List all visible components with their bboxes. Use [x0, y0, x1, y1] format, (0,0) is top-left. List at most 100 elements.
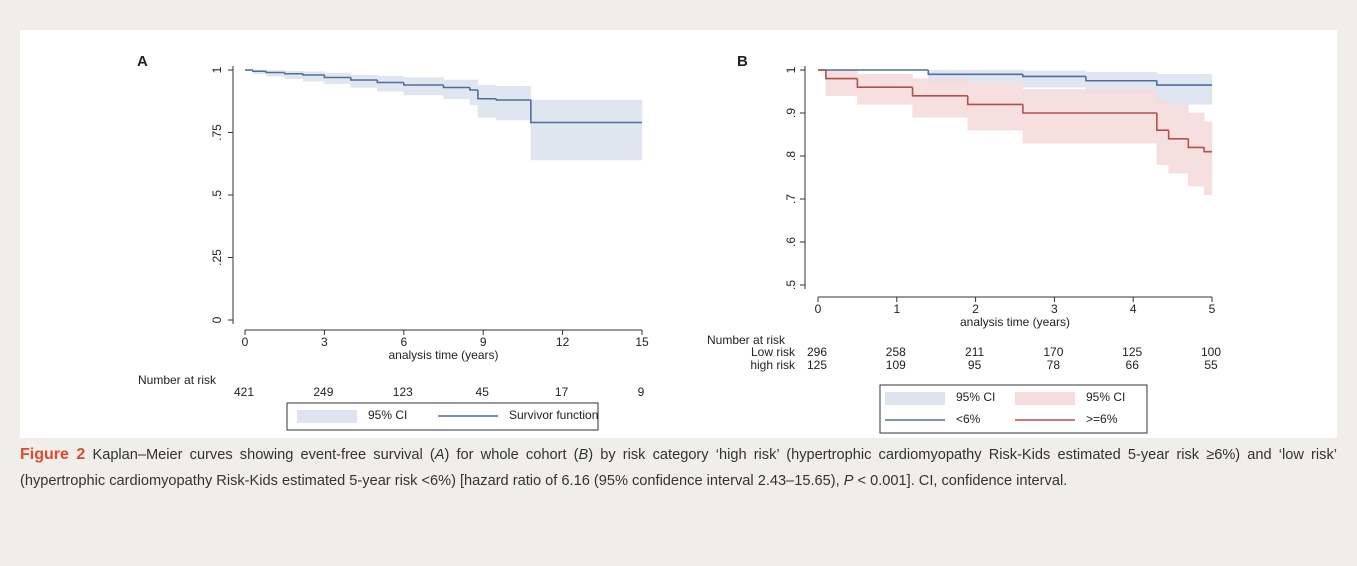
survival-step [1167, 130, 1189, 140]
y-tick-label: .5 [784, 280, 798, 290]
y-tick-label: .6 [784, 237, 798, 247]
legend-swatch [297, 410, 357, 423]
caption-text: ) by risk category ‘high risk’ (hypertro… [20, 447, 1337, 489]
survival-step [376, 80, 404, 84]
ci-band [496, 86, 532, 121]
risk-count: 249 [313, 385, 333, 399]
ci-band [825, 69, 858, 97]
x-tick-label: 6 [400, 335, 407, 349]
caption-label: Figure 2 [20, 446, 86, 463]
survival-step [265, 71, 285, 74]
ci-band [967, 82, 1024, 131]
risk-count: 125 [807, 358, 827, 372]
legend-label: 95% CI [956, 390, 995, 404]
ci-band [443, 79, 471, 99]
risk-count: 170 [1043, 345, 1063, 359]
panel-label: A [137, 53, 148, 70]
ci-band [477, 84, 497, 118]
ci-band [469, 79, 479, 106]
legend-label: <6% [956, 412, 981, 426]
risk-count: 296 [807, 345, 827, 359]
survival-step [1022, 74, 1086, 78]
risk-count: 109 [886, 358, 906, 372]
ci-band [403, 77, 444, 96]
survival-step [1156, 113, 1169, 131]
y-tick-label: .8 [784, 151, 798, 161]
survival-step [350, 77, 378, 81]
ci-band [1022, 70, 1087, 88]
x-tick-label: 5 [1209, 302, 1216, 316]
x-tick-label: 12 [556, 335, 570, 349]
ci-band [302, 71, 325, 82]
caption-text: A [434, 447, 445, 463]
x-axis-title: analysis time (years) [960, 315, 1070, 329]
survival-step [469, 87, 478, 91]
risk-table-title: Number at risk [707, 333, 786, 347]
x-tick-label: 3 [321, 335, 328, 349]
caption-text: Kaplan–Meier curves showing event-free s… [92, 447, 435, 463]
caption: Figure 2 Kaplan–Meier curves showing eve… [20, 442, 1337, 494]
legend-label: >=6% [1086, 412, 1118, 426]
survival-step [1187, 138, 1205, 149]
y-tick-label: .7 [784, 194, 798, 204]
risk-count: 45 [476, 385, 490, 399]
legend-label: 95% CI [1086, 390, 1125, 404]
survival-step [1022, 104, 1157, 114]
survival-step [403, 82, 444, 86]
survival-step [530, 100, 642, 124]
risk-count: 9 [638, 385, 645, 399]
ci-band [1156, 99, 1169, 165]
risk-count: 258 [886, 345, 906, 359]
survival-step [323, 75, 351, 79]
survival-step [495, 98, 531, 101]
y-tick-label: .9 [784, 108, 798, 118]
risk-count: 211 [965, 345, 984, 359]
survival-step [966, 95, 1023, 106]
ci-band [350, 74, 378, 88]
caption-text: < 0.001]. CI, confidence interval. [853, 473, 1068, 489]
survival-step [911, 87, 968, 97]
risk-count: 55 [1204, 358, 1218, 372]
legend-swatch [885, 392, 945, 405]
ci-band [377, 76, 405, 92]
survival-step [1203, 147, 1212, 153]
legend-label: Survivor function [509, 408, 598, 422]
x-tick-label: 0 [815, 302, 822, 316]
ci-band [857, 74, 913, 105]
survival-step [302, 73, 325, 76]
survival-step [1156, 80, 1212, 86]
y-tick-label: 1 [784, 66, 798, 73]
ci-band [1188, 112, 1205, 187]
caption-text: P [843, 473, 854, 489]
survival-step [477, 90, 497, 100]
y-tick-label: 0 [210, 316, 224, 323]
ci-band [1203, 121, 1213, 195]
ci-band [324, 72, 352, 84]
y-tick-label: .25 [210, 249, 224, 266]
ci-band [284, 71, 304, 79]
survival-step [1085, 76, 1157, 82]
risk-count: 17 [555, 385, 569, 399]
x-tick-label: 1 [893, 302, 900, 316]
legend-swatch [1015, 392, 1075, 405]
x-tick-label: 0 [242, 335, 249, 349]
survival-step [856, 78, 913, 88]
y-tick-label: .75 [210, 124, 224, 141]
y-tick-label: 1 [210, 66, 224, 73]
x-tick-label: 3 [1051, 302, 1058, 316]
x-tick-label: 9 [480, 335, 487, 349]
risk-count: 421 [234, 385, 254, 399]
survival-step [442, 85, 470, 89]
risk-count: 95 [968, 358, 982, 372]
caption-text: B [578, 447, 589, 463]
risk-count: 66 [1126, 358, 1140, 372]
panel-label: B [737, 53, 748, 70]
legend-label: 95% CI [368, 408, 407, 422]
risk-table-title: Number at risk [138, 373, 217, 387]
risk-row-name: high risk [750, 358, 796, 372]
risk-row-name: Low risk [751, 345, 796, 359]
survival-step [283, 72, 304, 75]
risk-count: 100 [1201, 345, 1221, 359]
